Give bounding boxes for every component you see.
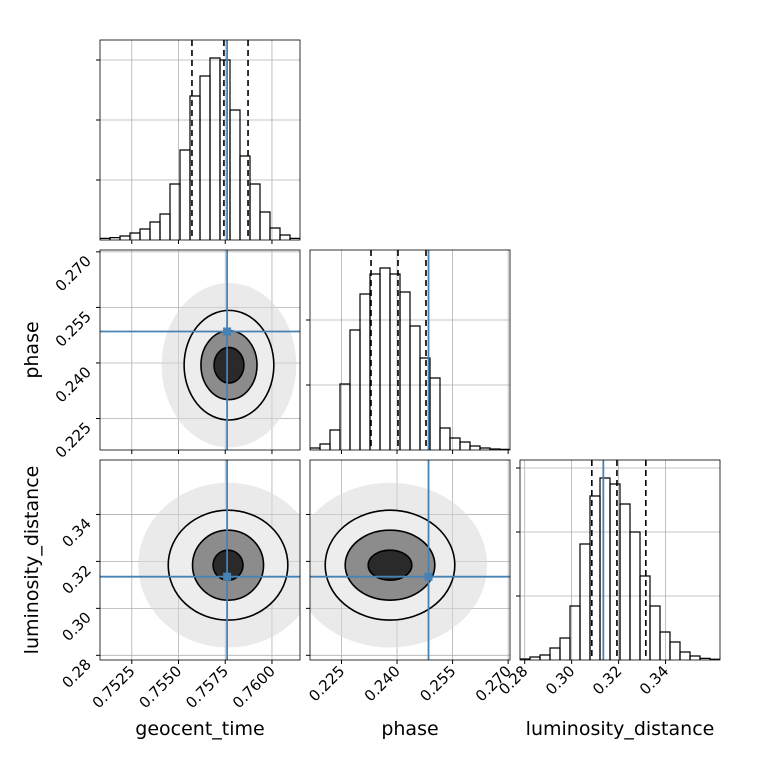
histogram-bin [649,605,661,660]
histogram-bin [659,631,671,660]
histogram-bin [679,651,691,660]
histogram-bin [669,641,681,660]
panel-frame [309,459,511,661]
x-tick-label: 0.240 [361,662,404,705]
histogram-bin [249,183,261,240]
panel [520,460,720,660]
histogram-bin [259,211,271,240]
histogram-bin [329,429,341,450]
histogram-bin [689,655,701,660]
histogram-bin [209,57,221,240]
histogram-bin [179,149,191,240]
histogram-bin [599,477,611,660]
histogram-bin [469,445,481,450]
histogram-bin [619,503,631,660]
y-tick-label: 0.34 [58,515,94,551]
x-tick-label: 0.30 [542,662,578,698]
histogram-bin [349,329,361,450]
truth-marker [223,572,232,581]
histogram-bin [319,443,331,450]
y-tick-label: 0.30 [58,608,94,644]
histogram-bin [199,75,211,240]
panel [310,250,510,450]
x-axis-label: phase [381,718,438,740]
histogram-bin [429,377,441,450]
histogram-bin [289,237,300,240]
histogram-bin [399,291,411,450]
contour [213,346,245,384]
histogram-bin [239,155,251,240]
x-tick-label: 0.32 [589,662,625,698]
histogram-bin [449,437,461,450]
x-tick-label: 0.7575 [182,662,232,712]
histogram-bin [119,235,131,240]
x-tick-label: 0.7525 [89,662,139,712]
panel-frame [99,459,301,661]
panel [100,40,300,240]
histogram-bin [639,575,651,660]
histogram-bin [139,228,151,240]
panel-frame [99,249,301,451]
panel-frame [99,39,301,241]
histogram-bin [549,647,561,660]
histogram-bin [269,227,281,240]
x-tick-label: 0.34 [636,662,672,698]
histogram-bin [279,234,291,240]
panel-frame [309,249,511,451]
y-tick-label: 0.28 [58,655,94,691]
y-tick-label: 0.270 [52,252,95,295]
histogram-bin [579,543,591,660]
y-axis-label: luminosity_distance [21,466,43,655]
histogram-bin [189,95,201,240]
panel-frame [519,459,721,661]
histogram-bin [379,267,391,450]
histogram-bin [159,213,171,240]
panel [100,250,300,450]
panel [100,460,300,660]
y-tick-label: 0.240 [52,363,95,406]
histogram-bin [539,654,551,660]
x-axis-label: geocent_time [135,718,264,740]
histogram-bin [529,656,541,660]
x-tick-label: 0.7550 [135,662,185,712]
x-tick-label: 0.255 [416,662,459,705]
histogram-bin [149,221,161,240]
histogram-bin [459,441,471,450]
x-axis-label: luminosity_distance [526,718,715,740]
histogram-bin [409,325,421,450]
panel [310,460,510,660]
histogram-bin [709,658,720,660]
contour [367,549,413,581]
y-axis-label: phase [21,321,43,378]
truth-marker [424,572,433,581]
histogram-bin [229,109,241,240]
histogram-bin [359,293,371,450]
histogram-bin [439,427,451,450]
histogram-bin [559,637,571,660]
y-tick-label: 0.255 [52,308,95,351]
y-tick-label: 0.32 [58,562,94,598]
x-tick-label: 0.225 [305,662,348,705]
x-tick-label: 0.7600 [229,662,279,712]
y-tick-label: 0.225 [52,419,95,462]
truth-marker [223,327,232,336]
